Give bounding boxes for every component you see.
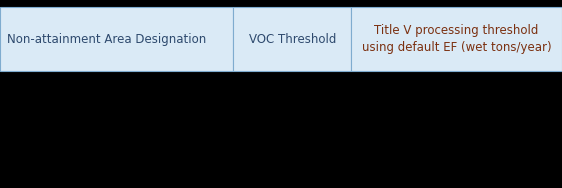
Bar — [233, 7, 351, 71]
Bar — [0, 7, 233, 71]
Text: Title V processing threshold
using default EF (wet tons/year): Title V processing threshold using defau… — [362, 24, 551, 54]
Text: VOC Threshold: VOC Threshold — [248, 33, 336, 45]
Bar — [351, 7, 562, 71]
Text: Non-attainment Area Designation: Non-attainment Area Designation — [7, 33, 206, 45]
